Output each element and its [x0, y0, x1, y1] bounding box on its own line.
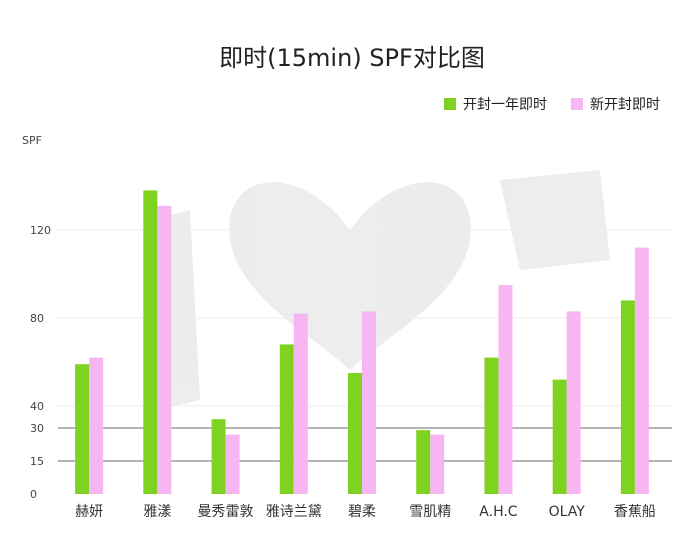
- x-tick-label: A.H.C: [479, 504, 518, 520]
- bar-newly-opened-8: [634, 247, 649, 494]
- bar-newly-opened-3: [293, 313, 308, 494]
- bar-opened-one-year-7: [552, 379, 567, 494]
- bar-newly-opened-6: [498, 285, 513, 494]
- x-tick-label: 雅诗兰黛: [266, 504, 322, 520]
- y-tick-label: 30: [30, 422, 44, 435]
- x-tick-labels: 赫妍 雅漾 曼秀雷敦 雅诗兰黛 碧柔 雪肌精 A.H.C OLAY 香蕉船: [75, 503, 656, 520]
- bar-opened-one-year-5: [416, 430, 431, 494]
- y-tick-label: 40: [30, 400, 44, 413]
- legend-label-opened-one-year: 开封一年即时: [463, 97, 547, 113]
- bars: [75, 190, 649, 495]
- y-tick-label: 0: [30, 488, 37, 501]
- x-tick-label: 碧柔: [348, 504, 376, 520]
- y-ticks: 0 15 30 40 80 120: [30, 224, 51, 501]
- x-tick-label: OLAY: [549, 504, 586, 520]
- legend-label-newly-opened: 新开封即时: [590, 97, 660, 113]
- bar-opened-one-year-3: [279, 344, 294, 494]
- watermark-heart: [150, 170, 610, 410]
- bar-opened-one-year-4: [348, 373, 362, 494]
- x-tick-label: 香蕉船: [614, 504, 656, 520]
- bar-newly-opened-2: [225, 434, 240, 494]
- bar-opened-one-year-1: [143, 190, 158, 494]
- legend-swatch-opened-one-year: [444, 98, 456, 110]
- bar-newly-opened-0: [89, 357, 104, 494]
- bar-opened-one-year-0: [75, 364, 90, 494]
- y-tick-label: 15: [30, 455, 44, 468]
- bar-opened-one-year-6: [484, 357, 499, 494]
- chart-title: 即时(15min) SPF对比图: [219, 44, 485, 72]
- bar-opened-one-year-8: [620, 300, 635, 494]
- y-tick-label: 120: [30, 224, 51, 237]
- x-tick-label: 赫妍: [75, 504, 103, 520]
- bar-newly-opened-5: [430, 434, 445, 494]
- y-tick-label: 80: [30, 312, 44, 325]
- legend-swatch-newly-opened: [571, 98, 583, 110]
- x-tick-label: 曼秀雷敦: [198, 504, 254, 520]
- x-tick-label: 雪肌精: [409, 504, 451, 520]
- y-axis-label: SPF: [22, 134, 42, 147]
- legend: 开封一年即时 新开封即时: [444, 97, 660, 113]
- bar-newly-opened-4: [362, 311, 376, 494]
- x-tick-label: 雅漾: [143, 503, 171, 520]
- bar-newly-opened-7: [566, 311, 581, 494]
- bar-newly-opened-1: [157, 205, 172, 495]
- bar-opened-one-year-2: [211, 419, 226, 494]
